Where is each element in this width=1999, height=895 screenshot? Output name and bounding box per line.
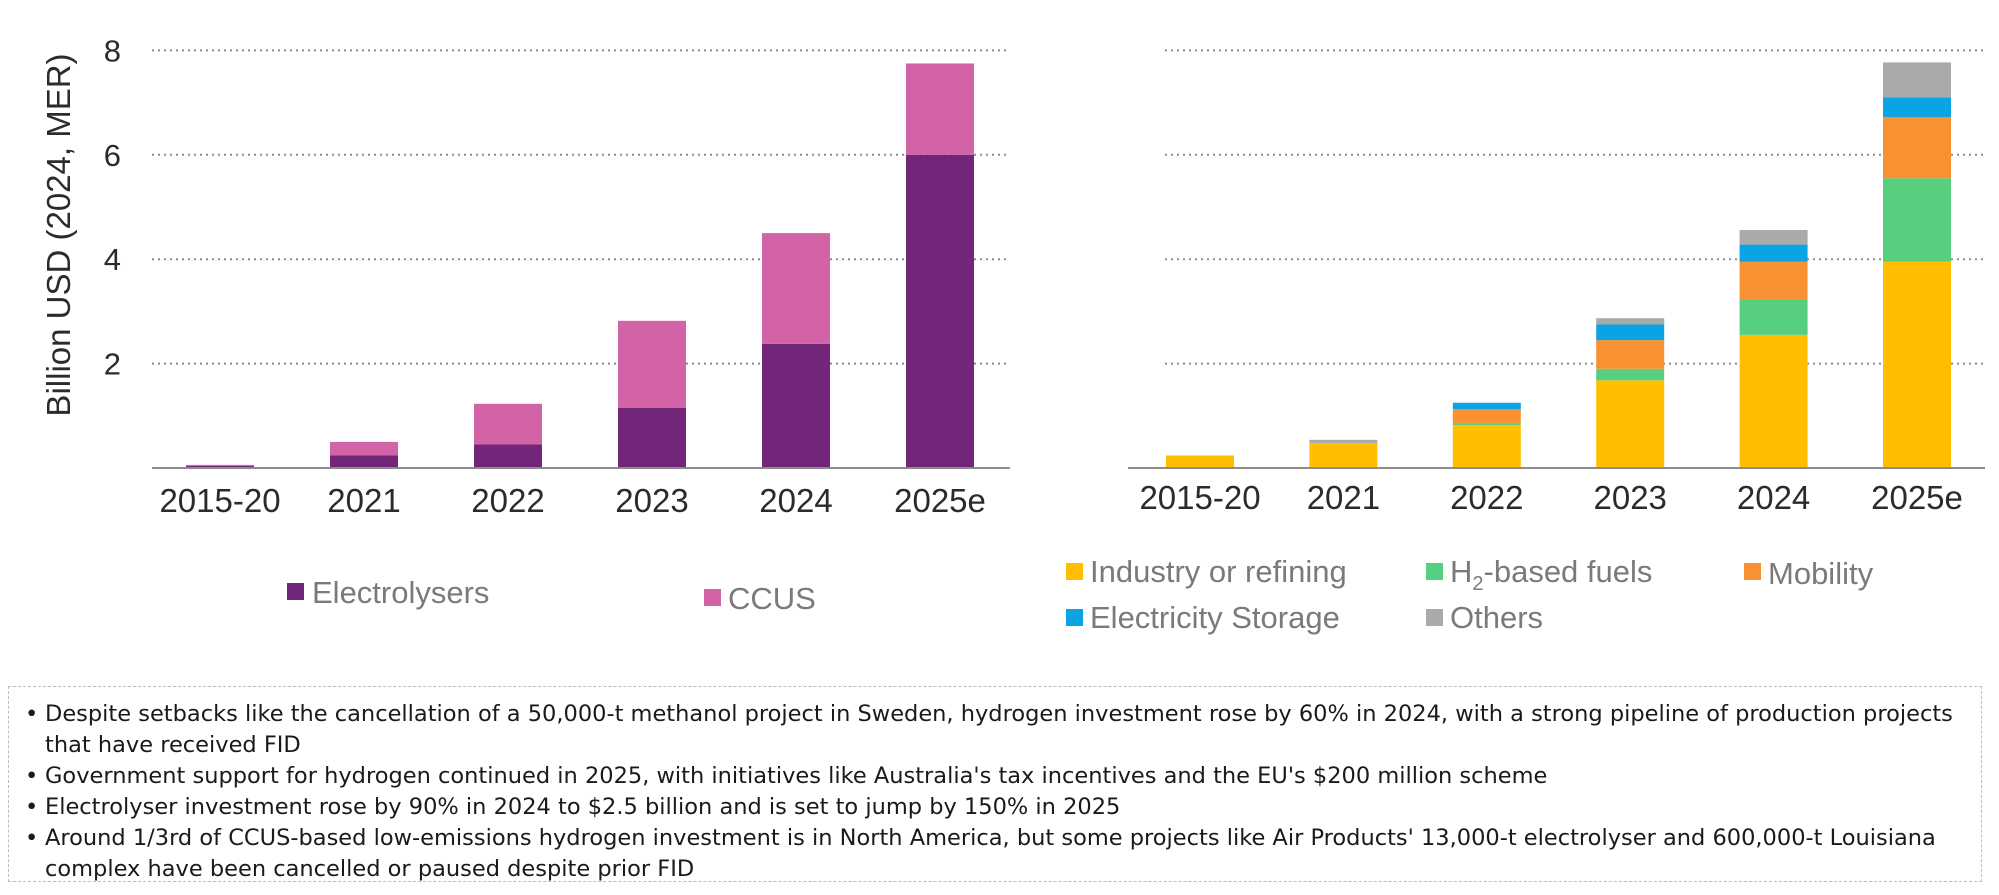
bar-mobility-2024 bbox=[1739, 261, 1808, 300]
legend-left: Electrolysers CCUS bbox=[287, 575, 816, 616]
x-tick-label: 2022 bbox=[471, 482, 544, 519]
bar-electrolysers-2025e bbox=[906, 154, 974, 469]
left-chart: 2 4 6 8 Billion USD (2024, MER) 2015-20 2021 20… bbox=[40, 33, 1010, 519]
note-item: Government support for hydrogen continue… bbox=[21, 761, 1967, 792]
note-item: Despite setbacks like the cancellation o… bbox=[21, 699, 1967, 761]
bar-electricity-storage-2022 bbox=[1452, 402, 1521, 410]
bar-electrolysers-2015-20 bbox=[186, 465, 254, 468]
bar-electrolysers-2024 bbox=[762, 343, 830, 468]
legend-label-industry-or-refining: Industry or refining bbox=[1090, 554, 1347, 589]
bar-ccus-2023 bbox=[618, 320, 686, 408]
x-tick-label: 2021 bbox=[1307, 479, 1380, 516]
bar-electrolysers-2022 bbox=[474, 444, 542, 468]
bar-h2-based-fuels-2025e bbox=[1883, 178, 1951, 262]
y-tick-label: 4 bbox=[104, 242, 121, 277]
bar-h2-based-fuels-2022 bbox=[1452, 423, 1521, 426]
legend-swatch-mobility bbox=[1744, 563, 1761, 580]
notes-list: Despite setbacks like the cancellation o… bbox=[21, 699, 1967, 885]
legend-label-others: Others bbox=[1450, 600, 1543, 635]
x-tick-label: 2015-20 bbox=[1139, 479, 1260, 516]
bar-others-2025e bbox=[1883, 62, 1951, 98]
x-tick-label: 2024 bbox=[1737, 479, 1810, 516]
bar-mobility-2023 bbox=[1596, 340, 1665, 369]
bar-industry-or-refining-2021 bbox=[1309, 442, 1378, 468]
x-tick-label: 2024 bbox=[759, 482, 832, 519]
bar-ccus-2015-20 bbox=[186, 464, 254, 466]
y-axis-label: Billion USD (2024, MER) bbox=[40, 53, 77, 416]
bar-h2-based-fuels-2024 bbox=[1739, 299, 1808, 335]
right-chart: 2015-20 2021 2022 2023 2024 2025e bbox=[1128, 49, 1985, 516]
bar-ccus-2024 bbox=[762, 233, 830, 344]
bar-electricity-storage-2024 bbox=[1739, 244, 1808, 262]
x-tick-label: 2025e bbox=[1871, 479, 1963, 516]
legend-label-electrolysers: Electrolysers bbox=[312, 575, 489, 610]
legend-label-h2-based-fuels: H2-based fuels bbox=[1450, 554, 1652, 595]
bar-electrolysers-2023 bbox=[618, 407, 686, 468]
legend-swatch-h2-based-fuels bbox=[1426, 563, 1443, 580]
bar-industry-or-refining-2015-20 bbox=[1166, 455, 1234, 468]
legend-label-electricity-storage: Electricity Storage bbox=[1090, 600, 1340, 635]
legend-right: Industry or refining H2-based fuels Mobili… bbox=[1066, 554, 1874, 635]
legend-swatch-others bbox=[1426, 609, 1443, 626]
note-item: Electrolyser investment rose by 90% in 2… bbox=[21, 792, 1967, 823]
note-item: Around 1/3rd of CCUS-based low-emissions… bbox=[21, 823, 1967, 885]
x-tick-label: 2023 bbox=[1593, 479, 1666, 516]
x-tick-label: 2023 bbox=[615, 482, 688, 519]
bar-industry-or-refining-2024 bbox=[1739, 334, 1808, 468]
legend-label-ccus: CCUS bbox=[728, 581, 816, 616]
bar-others-2024 bbox=[1739, 229, 1808, 245]
x-tick-label: 2021 bbox=[327, 482, 400, 519]
legend-swatch-electrolysers bbox=[287, 583, 304, 600]
bar-others-2021 bbox=[1309, 439, 1378, 443]
x-tick-label: 2022 bbox=[1450, 479, 1523, 516]
bar-mobility-2022 bbox=[1452, 409, 1521, 424]
x-tick-label: 2025e bbox=[894, 482, 986, 519]
x-tick-label: 2015-20 bbox=[159, 482, 280, 519]
bar-ccus-2025e bbox=[906, 63, 974, 155]
y-tick-label: 2 bbox=[104, 347, 121, 382]
bar-industry-or-refining-2022 bbox=[1452, 425, 1521, 468]
legend-swatch-ccus bbox=[704, 589, 721, 606]
bar-ccus-2022 bbox=[474, 403, 542, 445]
legend-swatch-electricity-storage bbox=[1066, 609, 1083, 626]
legend-label-mobility: Mobility bbox=[1768, 556, 1874, 591]
bar-others-2023 bbox=[1596, 318, 1665, 325]
y-tick-label: 8 bbox=[104, 33, 121, 68]
bar-electricity-storage-2025e bbox=[1883, 97, 1951, 118]
bar-ccus-2021 bbox=[330, 441, 398, 456]
legend-swatch-industry-or-refining bbox=[1066, 563, 1083, 580]
bar-electricity-storage-2023 bbox=[1596, 324, 1665, 341]
bar-industry-or-refining-2025e bbox=[1883, 261, 1951, 468]
notes-box: Despite setbacks like the cancellation o… bbox=[8, 686, 1982, 882]
bar-industry-or-refining-2023 bbox=[1596, 380, 1665, 468]
bar-electrolysers-2021 bbox=[330, 455, 398, 468]
y-tick-label: 6 bbox=[104, 138, 121, 173]
bar-mobility-2025e bbox=[1883, 117, 1951, 179]
bar-h2-based-fuels-2023 bbox=[1596, 368, 1665, 381]
